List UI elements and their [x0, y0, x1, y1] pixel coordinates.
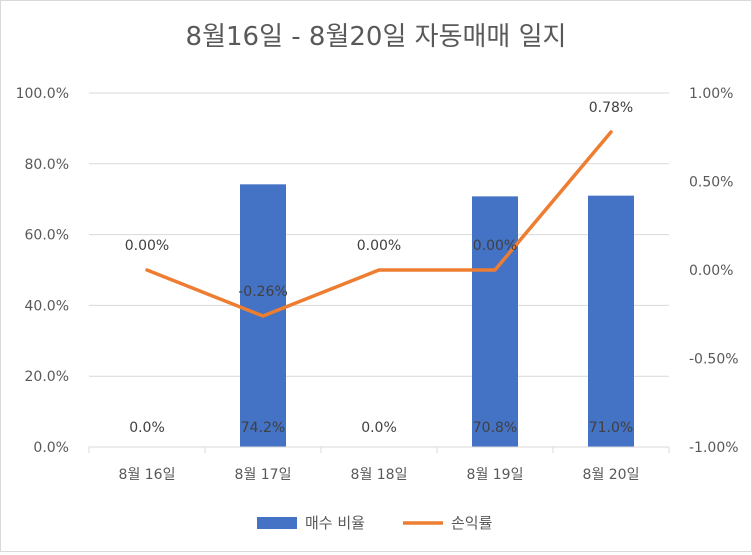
bar [588, 196, 634, 447]
right-axis: -1.00% -0.50% 0.00% 0.50% 1.00% [689, 86, 739, 456]
x-tick-label: 8월 18일 [351, 467, 408, 483]
line-data-label: 0.00% [357, 238, 401, 254]
line-data-label: 0.00% [125, 238, 169, 254]
gridlines [89, 93, 669, 376]
line-path [147, 132, 611, 316]
x-tick-label: 8월 19일 [467, 467, 524, 483]
bar-data-label: 74.2% [241, 420, 285, 436]
chart-title: 8월16일 - 8월20일 자동매매 일지 [186, 22, 567, 52]
legend: 매수 비율 손익률 [257, 514, 493, 532]
bar-data-label: 70.8% [473, 420, 517, 436]
x-tick-label: 8월 17일 [235, 467, 292, 483]
right-tick-label: -1.00% [689, 440, 739, 456]
bar-data-label: 0.0% [361, 420, 397, 436]
x-tick-label: 8월 16일 [119, 467, 176, 483]
right-tick-label: -0.50% [689, 352, 739, 368]
left-tick-label: 0.0% [33, 440, 69, 456]
right-tick-label: 0.50% [689, 175, 733, 191]
bar-data-label: 0.0% [129, 420, 165, 436]
data-labels: 0.0% 74.2% 0.0% 70.8% 71.0% 0.00% -0.26% 0.00% 0… [125, 100, 633, 436]
line-data-label: 0.78% [589, 100, 633, 116]
bar [472, 196, 518, 447]
legend-bar-label: 매수 비율 [305, 514, 365, 532]
left-tick-label: 100.0% [16, 86, 69, 102]
left-tick-label: 80.0% [25, 157, 69, 173]
bar-data-label: 71.0% [589, 420, 633, 436]
line-data-label: 0.00% [473, 238, 517, 254]
left-axis: 0.0% 20.0% 40.0% 60.0% 80.0% 100.0% [16, 86, 69, 456]
bar-series [240, 184, 634, 447]
left-tick-label: 20.0% [25, 369, 69, 385]
legend-line-label: 손익률 [451, 514, 493, 532]
x-tick-label: 8월 20일 [583, 467, 640, 483]
line-data-label: -0.26% [238, 284, 288, 300]
right-tick-label: 1.00% [689, 86, 733, 102]
left-tick-label: 40.0% [25, 298, 69, 314]
line-series [147, 132, 611, 316]
left-tick-label: 60.0% [25, 228, 69, 244]
right-tick-label: 0.00% [689, 263, 733, 279]
legend-bar-swatch [257, 517, 297, 529]
x-axis: 8월 16일 8월 17일 8월 18일 8월 19일 8월 20일 [89, 447, 669, 483]
